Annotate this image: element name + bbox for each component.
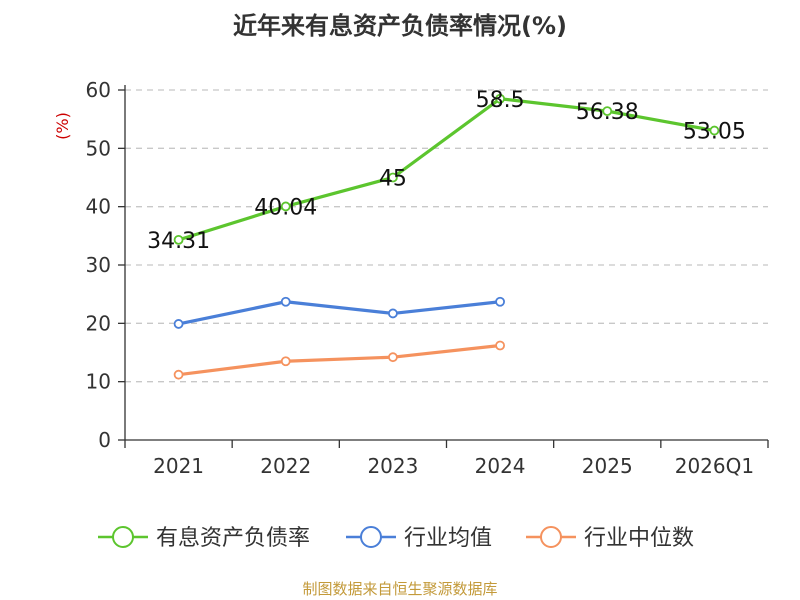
x-tick-labels: 2021 2022 2023 2024 2025 2026Q1 (153, 454, 754, 478)
data-label: 45 (379, 167, 407, 192)
x-tick-label: 2023 (367, 454, 418, 478)
legend-label: 有息资产负债率 (156, 526, 310, 551)
data-point (495, 93, 505, 104)
y-tick-label: 40 (86, 195, 111, 219)
legend-swatch-marker (112, 526, 134, 548)
data-point (388, 352, 398, 363)
data-point (709, 125, 720, 136)
data-labels: 34.31 40.04 45 58.5 56.38 53.05 (147, 88, 746, 254)
series-lines (173, 93, 720, 380)
legend-item: 行业均值 (346, 526, 492, 551)
data-point (173, 369, 184, 380)
data-label: 53.05 (683, 120, 746, 145)
y-tick-label: 30 (86, 253, 111, 277)
series-line (178, 300, 501, 326)
x-tick-label: 2022 (260, 454, 311, 478)
source-note: 制图数据来自恒生聚源数据库 (302, 580, 498, 598)
data-point (388, 172, 398, 183)
legend-swatch-marker (540, 526, 562, 548)
y-tick-label: 60 (86, 78, 111, 102)
chart-title: 近年来有息资产负债率情况(%) (233, 12, 567, 40)
data-label: 56.38 (576, 100, 639, 125)
data-point (388, 308, 398, 319)
x-tick-label: 2024 (475, 454, 526, 478)
y-tick-label: 0 (98, 428, 111, 452)
data-point (173, 319, 184, 329)
y-tick-labels: 0 10 20 30 40 50 60 (86, 78, 111, 452)
y-tick-label: 50 (86, 136, 111, 160)
data-label: 40.04 (254, 195, 317, 220)
series-line (178, 97, 715, 242)
x-tick-label: 2025 (582, 454, 633, 478)
legend-item: 行业中位数 (526, 526, 694, 551)
legend-swatch-marker (360, 526, 382, 548)
axes (118, 85, 769, 448)
legend-label: 行业中位数 (584, 526, 694, 551)
data-point (495, 340, 505, 351)
y-axis-unit-label: (%) (53, 112, 72, 140)
y-tick-label: 10 (86, 370, 111, 394)
data-point (495, 296, 505, 307)
data-point (280, 356, 291, 367)
data-label: 34.31 (147, 229, 210, 254)
data-point (280, 201, 291, 212)
legend-label: 行业均值 (404, 526, 492, 551)
data-point (173, 234, 184, 245)
x-tick-label: 2026Q1 (675, 454, 754, 478)
y-tick-label: 20 (86, 311, 111, 335)
series-line (178, 343, 501, 377)
grid-lines (125, 89, 768, 383)
data-point (602, 106, 613, 117)
data-label: 58.5 (476, 88, 525, 113)
legend-item: 有息资产负债率 (98, 526, 310, 551)
data-point (280, 296, 291, 307)
x-tick-label: 2021 (153, 454, 204, 478)
legend: 有息资产负债率 行业均值 行业中位数 (98, 526, 694, 551)
